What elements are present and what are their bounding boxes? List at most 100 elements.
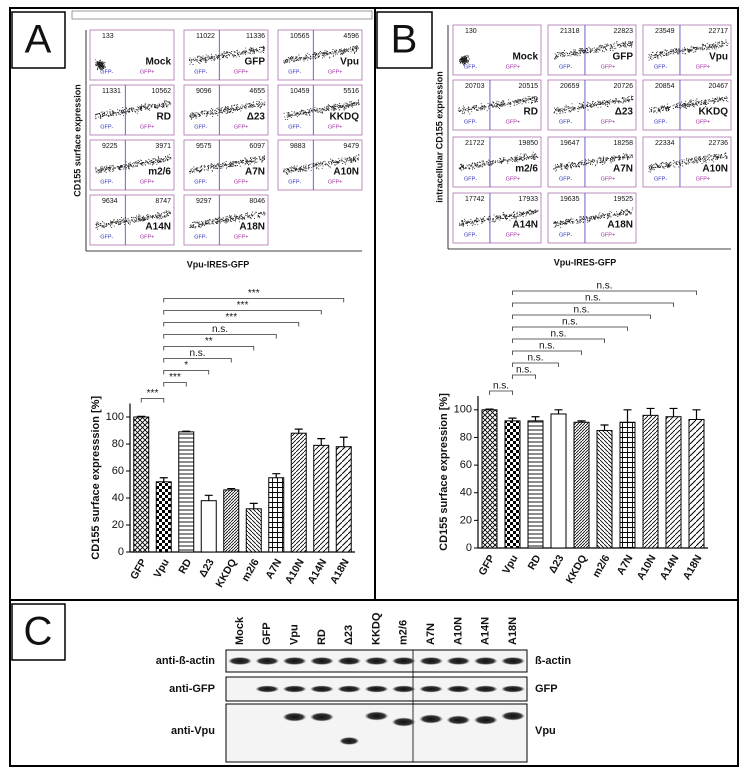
- significance-bracket: [163, 370, 210, 375]
- lane-label: GFP: [261, 622, 273, 645]
- bar: [223, 489, 240, 553]
- band: [446, 685, 471, 693]
- flow-gate-label: GFP-: [464, 232, 477, 238]
- flow-events: [95, 99, 172, 120]
- flow-sample-name: A10N: [333, 167, 359, 178]
- significance-label: n.s.: [527, 353, 543, 364]
- x-tick-label: GFP: [476, 553, 497, 578]
- flow-y-label: CD155 surface expression: [72, 84, 82, 197]
- bar: [688, 418, 705, 549]
- flow-y-label: intracellular CD155 expression: [434, 71, 444, 203]
- flow-count-right: 11336: [246, 33, 265, 40]
- flow-count-right: 22823: [614, 28, 634, 35]
- flow-gate-label: GFP+: [506, 176, 521, 182]
- band: [309, 657, 334, 665]
- y-tick-label: 80: [112, 438, 124, 450]
- flow-gate-label: GFP+: [234, 234, 249, 240]
- flow-gate-label: GFP+: [234, 179, 249, 185]
- band: [309, 685, 334, 693]
- flow-count-left: 20659: [560, 83, 580, 90]
- flow-gate-label: GFP-: [559, 119, 572, 125]
- flow-sample-name: A7N: [245, 167, 265, 178]
- flow-gate-label: GFP+: [140, 69, 155, 75]
- flow-plot-frame: [277, 139, 363, 191]
- error-bar: [531, 416, 540, 421]
- bar: [290, 432, 307, 553]
- significance-bracket: [163, 346, 255, 351]
- flow-events: [553, 207, 634, 228]
- band: [419, 657, 444, 665]
- flow-count-left: 20703: [465, 83, 485, 90]
- flow-sample-name: A14N: [145, 222, 171, 233]
- flow-sample-name: Δ23: [247, 112, 266, 123]
- flow-gate-label: GFP+: [140, 234, 155, 240]
- error-bar: [669, 407, 678, 417]
- y-tick-label: 20: [112, 519, 124, 531]
- significance-bracket: [512, 302, 674, 307]
- flow-x-label: Vpu-IRES-GFP: [554, 257, 617, 267]
- error-bar: [227, 487, 236, 490]
- significance-label: ***: [225, 312, 237, 323]
- bar: [504, 420, 521, 549]
- error-bar: [317, 438, 326, 446]
- error-bar: [339, 436, 348, 447]
- band: [473, 685, 498, 693]
- x-tick-label: m2/6: [590, 553, 612, 580]
- flow-gate-label: GFP-: [559, 232, 572, 238]
- antibody-label: anti-ß-actin: [156, 655, 216, 667]
- significance-label: ***: [237, 300, 249, 311]
- x-tick-label: A7N: [263, 557, 284, 581]
- flow-events: [283, 45, 359, 64]
- significance-label: n.s.: [585, 293, 601, 304]
- flow-count-left: 23549: [655, 28, 675, 35]
- panel-label-box: [376, 11, 433, 69]
- flow-gate-label: GFP+: [601, 119, 616, 125]
- flow-sample-name: m2/6: [148, 167, 171, 178]
- flow-gate-label: GFP+: [234, 69, 249, 75]
- flow-count-right: 5516: [343, 88, 359, 95]
- band: [339, 737, 360, 745]
- flow-gate-label: GFP+: [601, 64, 616, 70]
- bar: [619, 421, 636, 549]
- significance-bracket: [512, 374, 536, 379]
- flow-sample-name: Vpu: [340, 57, 359, 68]
- significance-bracket: [512, 314, 651, 319]
- flow-gate-label: GFP-: [559, 64, 572, 70]
- error-bar: [294, 428, 303, 434]
- band: [501, 685, 525, 693]
- significance-label: n.s.: [493, 381, 509, 392]
- flow-events: [283, 154, 360, 175]
- x-tick-label: A10N: [635, 553, 659, 582]
- flow-x-label: Vpu-IRES-GFP: [187, 259, 250, 269]
- flow-count-right: 3971: [155, 143, 171, 150]
- flow-events: [189, 155, 265, 174]
- x-tick-label: A14N: [305, 557, 329, 586]
- flow-events: [553, 153, 634, 172]
- error-bar: [249, 502, 258, 509]
- significance-bracket: [163, 310, 322, 315]
- band: [309, 712, 334, 722]
- flow-gate-label: GFP+: [601, 176, 616, 182]
- flow-gate-label: GFP+: [506, 64, 521, 70]
- significance-label: n.s.: [212, 324, 228, 335]
- flow-count-left: 9575: [196, 143, 212, 150]
- bar: [313, 444, 330, 553]
- band: [391, 657, 416, 665]
- flow-count-left: 9634: [102, 198, 118, 205]
- x-tick-label: Vpu: [151, 557, 171, 580]
- flow-gate-label: GFP+: [506, 119, 521, 125]
- flow-count-right: 6097: [249, 143, 265, 150]
- y-tick-label: 40: [460, 487, 472, 499]
- flow-gate-label: GFP+: [140, 124, 155, 130]
- flow-gate-label: GFP-: [654, 64, 667, 70]
- band: [282, 685, 307, 693]
- panel-label: B: [391, 18, 418, 62]
- band: [501, 657, 525, 665]
- flow-sample-name: RD: [524, 107, 538, 118]
- flow-sample-name: A14N: [512, 220, 538, 231]
- significance-bracket: [163, 382, 187, 387]
- significance-label: n.s.: [562, 317, 578, 328]
- band: [473, 715, 498, 725]
- error-bar: [137, 415, 146, 417]
- flow-gate-label: GFP-: [654, 176, 667, 182]
